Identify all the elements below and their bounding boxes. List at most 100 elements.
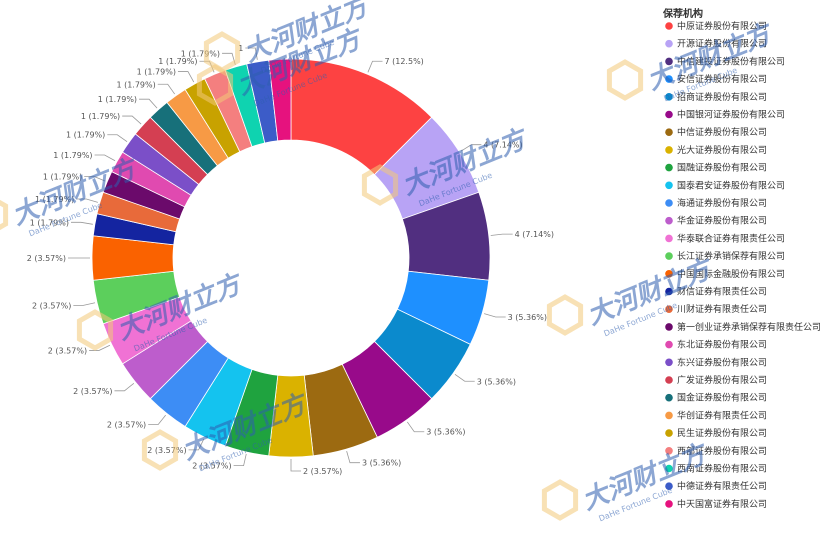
legend-item[interactable]: 中信建投证券股份有限公司: [665, 55, 785, 67]
legend-marker: [665, 411, 673, 420]
slice-value-label: 1 (1.79%): [181, 49, 220, 58]
legend-item[interactable]: 第一创业证券承销保荐有限责任公司: [665, 321, 821, 333]
legend-label: 中国银河证券股份有限公司: [677, 109, 785, 121]
legend-label: 安信证券股份有限公司: [677, 73, 767, 85]
slice-value-label: 1 (1.79%): [66, 131, 105, 140]
slice-value-label: 2 (3.57%): [303, 467, 342, 476]
label-leader-line: [157, 83, 176, 95]
label-leader-line: [139, 98, 158, 109]
slice-value-label: 1 (1.79%): [81, 112, 120, 121]
legend-label: 国金证券股份有限公司: [677, 392, 767, 404]
label-leader-line: [290, 459, 301, 472]
label-leader-line: [346, 451, 360, 464]
legend-item[interactable]: 财信证券有限责任公司: [665, 286, 767, 298]
legend-marker: [665, 181, 673, 190]
label-leader-line: [484, 313, 506, 318]
slice-value-label: 2 (3.57%): [107, 421, 146, 430]
legend-label: 光大证券股份有限公司: [677, 144, 767, 156]
legend-item[interactable]: 中德证券有限责任公司: [665, 480, 767, 492]
slice-value-label: 2 (3.57%): [192, 462, 231, 471]
legend-marker: [665, 287, 673, 296]
legend-label: 长江证券承销保荐有限公司: [677, 250, 785, 262]
label-leader-line: [367, 60, 383, 73]
legend-marker: [665, 199, 673, 207]
slice-value-label: 2 (3.57%): [73, 387, 112, 396]
legend-item[interactable]: 东兴证券股份有限公司: [665, 356, 767, 368]
label-leader-line: [89, 344, 111, 351]
legend-item[interactable]: 广发证券股份有限公司: [665, 374, 767, 386]
legend-marker: [665, 128, 673, 136]
legend-item[interactable]: 国融证券股份有限公司: [665, 162, 767, 174]
legend-marker: [665, 216, 673, 225]
legend-marker: [665, 39, 673, 48]
legend-item[interactable]: 西南证券股份有限公司: [665, 463, 767, 475]
legend-marker: [665, 376, 673, 384]
legend-item[interactable]: 招商证券股份有限公司: [665, 91, 767, 103]
watermark-hexagon-icon: [546, 294, 584, 336]
legend-label: 中国国际金融股份有限公司: [677, 268, 785, 280]
legend-item[interactable]: 开源证券股份有限公司: [665, 38, 767, 50]
legend-marker: [665, 110, 673, 119]
watermark-hexagon-icon: [361, 164, 399, 206]
label-leader-line: [76, 198, 98, 203]
slice-value-label: 1 (1.79%): [35, 195, 74, 204]
label-leader-line: [122, 115, 142, 125]
legend-marker: [665, 323, 673, 331]
watermark-hexagon-icon: [141, 429, 179, 471]
label-leader-line: [107, 134, 128, 143]
legend-label: 西部证券股份有限公司: [677, 445, 767, 457]
slice-value-label: 2 (3.57%): [147, 446, 186, 455]
legend-item[interactable]: 中天国富证券有限公司: [665, 498, 767, 510]
legend-marker: [665, 270, 673, 278]
legend-marker: [665, 340, 673, 349]
slice-value-label: 3 (5.36%): [477, 377, 516, 386]
legend-item[interactable]: 华创证券有限责任公司: [665, 409, 767, 421]
slice-value-label: 2 (3.57%): [32, 301, 71, 310]
legend-item[interactable]: 长江证券承销保荐有限公司: [665, 250, 785, 262]
legend-label: 中信建投证券股份有限公司: [677, 55, 785, 67]
legend-label: 国融证券股份有限公司: [677, 162, 767, 174]
label-leader-line: [148, 414, 166, 425]
legend-label: 中信证券股份有限公司: [677, 126, 767, 138]
legend-item[interactable]: 西部证券股份有限公司: [665, 445, 767, 457]
legend-label: 民生证券股份有限公司: [677, 427, 767, 439]
legend-label: 华泰联合证券有限责任公司: [677, 232, 785, 244]
legend-label: 东北证券股份有限公司: [677, 339, 767, 351]
legend-marker: [665, 252, 673, 260]
label-leader-line: [233, 453, 247, 467]
legend-label: 西南证券股份有限公司: [677, 463, 767, 475]
legend-label: 广发证券股份有限公司: [677, 374, 767, 386]
legend-label: 财信证券有限责任公司: [677, 286, 767, 298]
watermark-hexagon-icon: [203, 31, 241, 73]
legend-item[interactable]: 光大证券股份有限公司: [665, 144, 767, 156]
legend-item[interactable]: 华金证券股份有限公司: [665, 215, 767, 227]
legend-item[interactable]: 海通证券股份有限公司: [665, 197, 767, 209]
legend-marker: [665, 22, 673, 30]
legend-item[interactable]: 川财证券有限责任公司: [665, 303, 767, 315]
label-leader-line: [73, 302, 96, 306]
legend-item[interactable]: 华泰联合证券有限责任公司: [665, 232, 785, 244]
legend-marker: [665, 429, 673, 437]
legend-item[interactable]: 中原证券股份有限公司: [665, 20, 767, 32]
legend-item[interactable]: 安信证券股份有限公司: [665, 73, 767, 85]
legend-marker: [665, 234, 673, 243]
legend-item[interactable]: 国金证券股份有限公司: [665, 392, 767, 404]
label-leader-line: [454, 373, 475, 382]
legend-item[interactable]: 东北证券股份有限公司: [665, 339, 767, 351]
legend-item[interactable]: 民生证券股份有限公司: [665, 427, 767, 439]
legend-item[interactable]: 中信证券股份有限公司: [665, 126, 767, 138]
slice-value-label: 3 (5.36%): [362, 459, 401, 468]
watermark-hexagon-icon: [0, 199, 9, 231]
legend-item[interactable]: 国泰君安证券股份有限公司: [665, 179, 785, 191]
legend-item[interactable]: 中国银河证券股份有限公司: [665, 109, 785, 121]
legend-item[interactable]: 中国国际金融股份有限公司: [665, 268, 785, 280]
legend-label: 华创证券有限责任公司: [677, 409, 767, 421]
legend-marker: [665, 305, 673, 314]
slice-value-label: 1 (1.79%): [137, 68, 176, 77]
legend-marker: [665, 93, 673, 101]
legend-label: 中德证券有限责任公司: [677, 480, 767, 492]
label-leader-line: [94, 154, 116, 162]
legend-marker: [665, 482, 673, 491]
legend-marker: [665, 464, 673, 473]
